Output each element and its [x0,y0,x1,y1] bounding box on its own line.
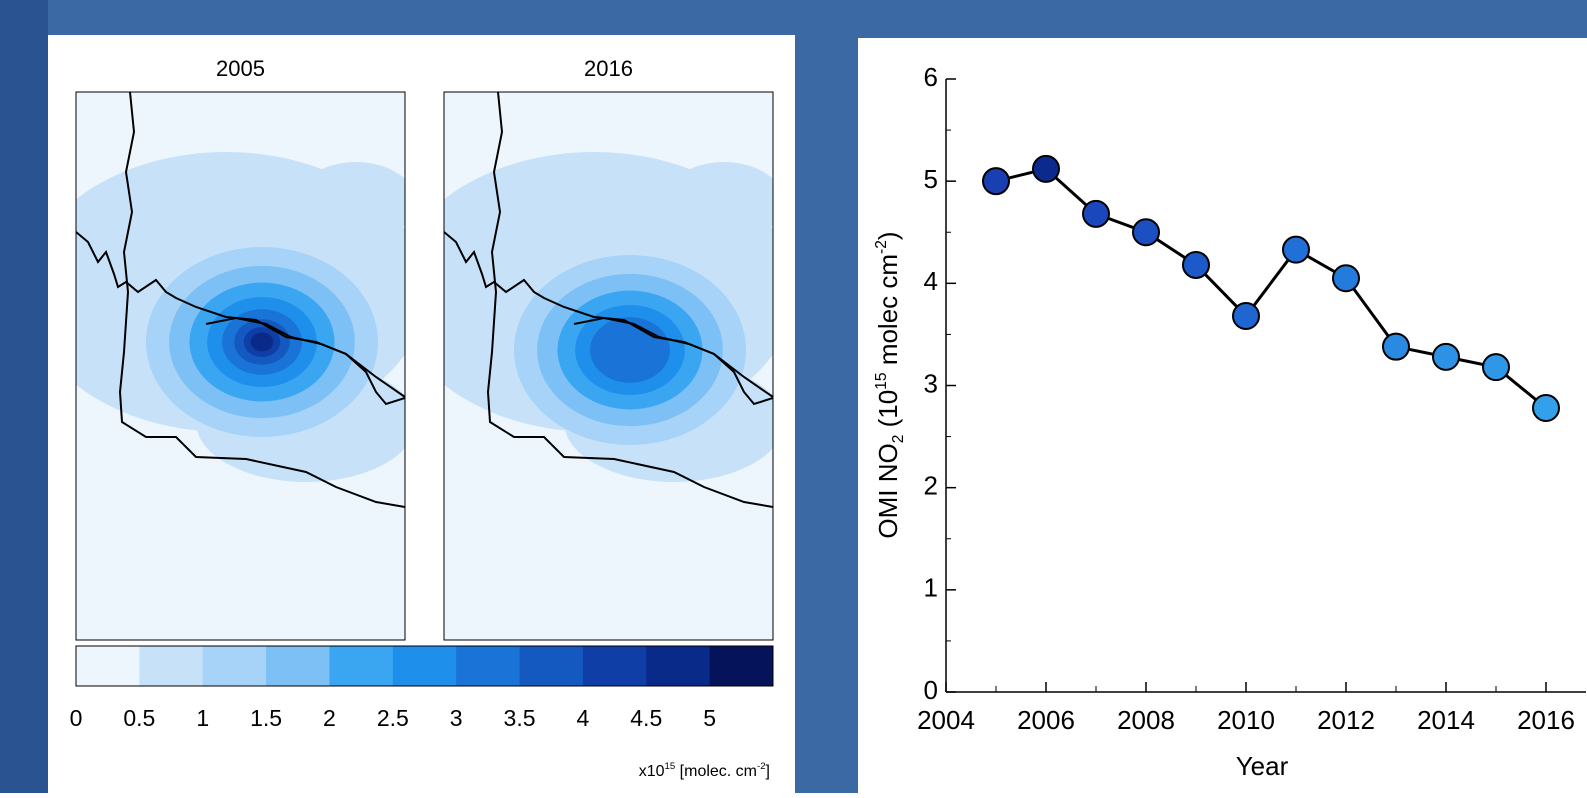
chart-panel [858,38,1587,793]
side-strip [0,0,48,793]
superscript: 15 [873,372,890,390]
text-part: (10 [873,390,903,435]
line-chart: 0 1 2 3 4 5 6 2004 2006 2008 2010 2012 2014 2016 Year O… [873,62,1586,781]
x-tick-label: 2014 [1417,705,1475,735]
x-tick-label: 2004 [917,705,975,735]
text-part: x10 [639,763,665,780]
x-tick-label: 2016 [1517,705,1575,735]
colorbar-tick-label: 2 [323,705,336,731]
colorbar-segment [329,646,394,686]
colorbar-tick-label: 4.5 [630,705,662,731]
x-tick-label: 2010 [1217,705,1275,735]
y-tick-label: 0 [924,675,938,705]
data-point [1182,250,1210,279]
subscript: 2 [890,435,907,444]
x-tick-label: 2006 [1017,705,1075,735]
y-tick-label: 4 [924,266,938,296]
plume [590,317,670,383]
colorbar-tick-label: 5 [703,705,716,731]
coastline [486,92,773,508]
plume [664,162,773,242]
data-point [1432,342,1460,371]
y-axis-label: OMI NO2 (1015 molec cm-2) [873,231,907,538]
colorbar-tick-label: 0 [70,705,83,731]
colorbar-segment [392,646,457,686]
maps: 2005 2016 0 0.5 1 1.5 2 2.5 3 3.5 4 4.5 5 x1015 [mole… [70,56,774,780]
colorbar-segment [582,646,647,686]
plume [296,162,405,242]
x-tick-label: 2008 [1117,705,1175,735]
colorbar-unit: x1015 [molec. cm-2] [639,761,770,780]
map [76,92,405,640]
colorbar-segment [646,646,711,686]
text-part: OMI NO [873,443,903,538]
data-point [1482,353,1510,382]
plume [250,332,274,352]
colorbar-segment [519,646,584,686]
colorbar-segment [456,646,521,686]
data-point [1132,218,1160,247]
y-tick-label: 6 [924,62,938,92]
text-part: [molec. cm [675,763,757,780]
data-point [1282,235,1310,264]
colorbar-tick-label: 3.5 [504,705,536,731]
colorbar-segment [202,646,267,686]
colorbar-tick-label: 4 [577,705,590,731]
y-tick-label: 2 [924,471,938,501]
text-part: ) [873,231,903,240]
data-point [982,167,1010,196]
map-frame [75,91,406,641]
x-tick-label: 2012 [1317,705,1375,735]
y-tick-label: 1 [924,573,938,603]
map [444,92,773,640]
coastline [118,92,405,508]
y-tick-label: 3 [924,368,938,398]
colorbar-tick-label: 1 [196,705,209,731]
colorbar-tick-label: 1.5 [250,705,282,731]
superscript: 15 [665,761,676,772]
map-frame [443,91,774,641]
colorbar-segment [139,646,204,686]
colorbar-segment [709,646,774,686]
data-point [1232,302,1260,331]
map-title: 2005 [216,56,265,81]
data-point [1082,199,1110,228]
data-point [1382,332,1410,361]
data-point [1332,264,1360,293]
x-axis-label: Year [1236,751,1289,781]
superscript: -2 [873,240,890,254]
coastline [205,316,405,406]
colorbar-tick-label: 0.5 [123,705,155,731]
colorbar-segment [266,646,330,686]
colorbar-tick-label: 3 [450,705,463,731]
data-point [1532,393,1560,422]
map-title: 2016 [584,56,633,81]
colorbar-segment [76,646,140,686]
text-part: ] [766,763,770,780]
superscript: -2 [757,761,766,772]
y-tick-label: 5 [924,164,938,194]
data-point [1032,154,1060,183]
text-part: molec cm [873,254,903,372]
colorbar-frame [75,645,774,687]
colorbar-tick-label: 2.5 [377,705,409,731]
coastline [573,316,773,406]
